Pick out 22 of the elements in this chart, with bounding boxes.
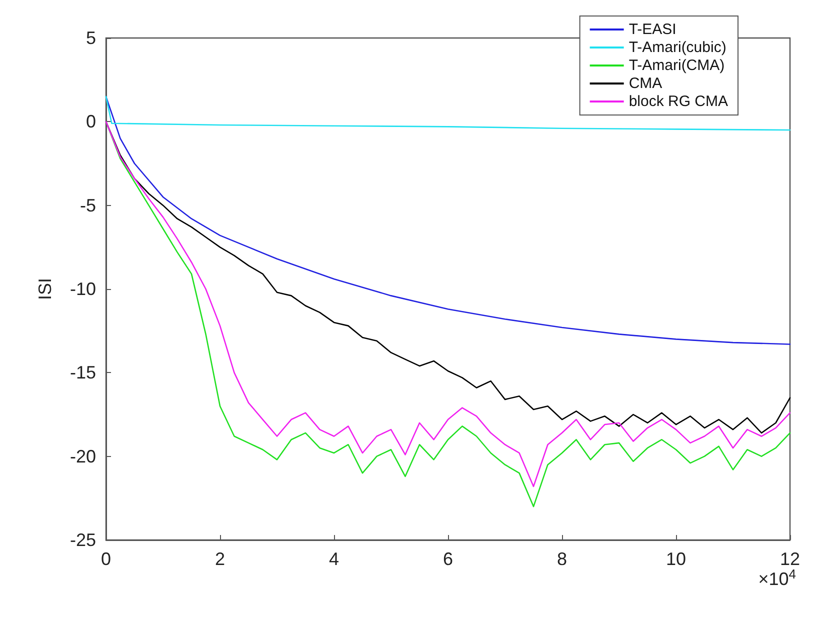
y-tick-label: -15 xyxy=(70,362,96,383)
line-series xyxy=(105,96,791,345)
y-tick-label: 0 xyxy=(86,112,96,132)
legend-label: T-EASI xyxy=(628,21,676,38)
x-tick-label: 0 xyxy=(100,549,112,569)
legend-label: T-Amari(cubic) xyxy=(628,39,726,56)
y-tick-label: -10 xyxy=(70,279,96,299)
x-tick-label: 8 xyxy=(556,549,568,569)
legend-label: block RG CMA xyxy=(628,93,728,110)
x-tick-label: 4 xyxy=(328,549,340,569)
y-tick-label: -20 xyxy=(70,446,96,466)
y-axis-title: ISI xyxy=(35,278,55,300)
y-tick-label: -5 xyxy=(80,195,96,216)
legend-label: T-Amari(CMA) xyxy=(628,57,725,74)
x-tick-label: 2 xyxy=(214,549,226,569)
line-series xyxy=(105,96,791,131)
x-tick-label: 12 xyxy=(780,549,800,569)
y-tick-label: 5 xyxy=(86,28,96,48)
x-tick-label: 10 xyxy=(666,549,686,569)
y-tick-label: -25 xyxy=(70,530,96,550)
x-tick-label: 6 xyxy=(442,549,454,569)
legend-label: CMA xyxy=(628,75,662,92)
